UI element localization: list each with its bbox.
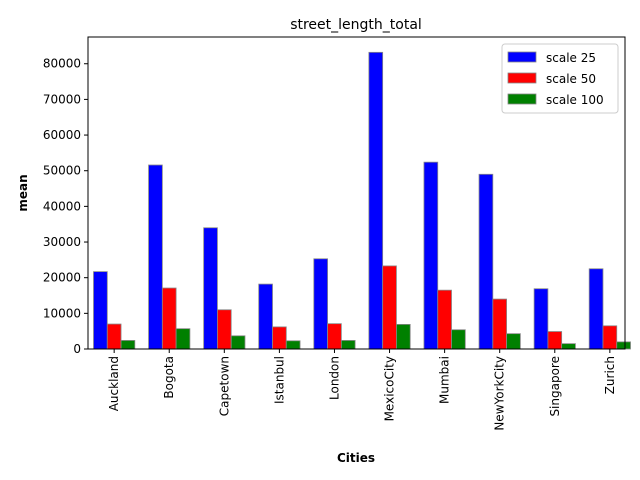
bar-scale-100-newyorkcity	[506, 333, 521, 350]
plot-area: 0 10000 20000 30000 40000 50000 60000 70000 8000…	[43, 51, 631, 431]
y-tick-label: 50000	[43, 164, 81, 178]
bar-scale-50-zurich	[602, 325, 618, 350]
x-tick-label-zurich: Zurich	[603, 356, 617, 394]
legend-label-scale-100: scale 100	[546, 93, 604, 107]
x-tick-label-london: London	[327, 356, 341, 400]
bar-scale-50-london	[327, 323, 342, 350]
legend-swatch-scale-100	[507, 93, 537, 105]
chart-title: street_length_total	[290, 17, 422, 33]
bar-scale-50-capetown	[217, 309, 232, 350]
bar-scale-50-mumbai	[437, 289, 452, 350]
x-tick-label-istanbul: Istanbul	[272, 356, 286, 404]
bar-scale-100-auckland	[120, 340, 136, 350]
y-axis-title: mean	[16, 174, 30, 211]
bar-scale-100-capetown	[230, 335, 246, 350]
bar-scale-50-bogota	[161, 287, 177, 350]
bar-scale-25-singapore	[533, 288, 549, 350]
x-tick-label-singapore: Singapore	[548, 356, 562, 417]
bar-scale-100-istanbul	[285, 340, 301, 350]
bar-scale-25-mexicocity	[368, 51, 384, 350]
y-tick-label: 70000	[43, 92, 81, 106]
plot-frame	[87, 36, 626, 350]
bar-scale-100-bogota	[175, 328, 191, 350]
legend-swatch-scale-50	[507, 72, 537, 84]
bar-scale-25-london	[313, 258, 328, 350]
y-tick-label: 10000	[43, 306, 81, 320]
bar-scale-25-capetown	[203, 227, 218, 350]
y-tick-label: 80000	[43, 57, 81, 71]
bar-scale-25-istanbul	[258, 283, 273, 350]
legend-label-scale-25: scale 25	[546, 51, 596, 65]
x-tick-label-newyorkcity: NewYorkCity	[493, 356, 507, 431]
bar-scale-50-istanbul	[272, 326, 287, 350]
legend-swatch-scale-25	[507, 51, 537, 63]
bar-scale-100-singapore	[561, 343, 576, 350]
bar-scale-50-mexicocity	[382, 265, 397, 350]
y-tick-label: 40000	[43, 199, 81, 213]
x-tick-label-mexicocity: MexicoCity	[383, 356, 397, 421]
x-axis-title: Cities	[337, 451, 375, 465]
y-tick-label: 0	[73, 342, 81, 356]
y-tick-label: 30000	[43, 235, 81, 249]
bar-scale-50-newyorkcity	[492, 298, 507, 350]
bar-scale-25-mumbai	[423, 161, 439, 350]
bar-scale-50-auckland	[106, 323, 122, 350]
y-tick-label: 20000	[43, 271, 81, 285]
x-tick-label-bogota: Bogota	[162, 356, 176, 399]
bar-scale-25-auckland	[93, 271, 108, 350]
bar-scale-100-london	[340, 340, 356, 350]
bar-scale-100-mexicocity	[396, 323, 411, 350]
bar-scale-100-zurich	[616, 341, 631, 350]
x-tick-label-mumbai: Mumbai	[438, 356, 452, 404]
bar-scale-25-newyorkcity	[478, 173, 494, 350]
bar-scale-50-singapore	[547, 331, 563, 350]
y-tick-label: 60000	[43, 128, 81, 142]
bar-scale-100-mumbai	[451, 329, 466, 350]
x-tick-label-capetown: Capetown	[217, 356, 231, 416]
legend-label-scale-50: scale 50	[546, 72, 596, 86]
x-tick-label-auckland: Auckland	[107, 356, 121, 411]
legend: scale 25 scale 50 scale 100	[501, 43, 619, 114]
bar-scale-25-bogota	[148, 164, 163, 350]
bar-scale-25-zurich	[588, 268, 604, 350]
